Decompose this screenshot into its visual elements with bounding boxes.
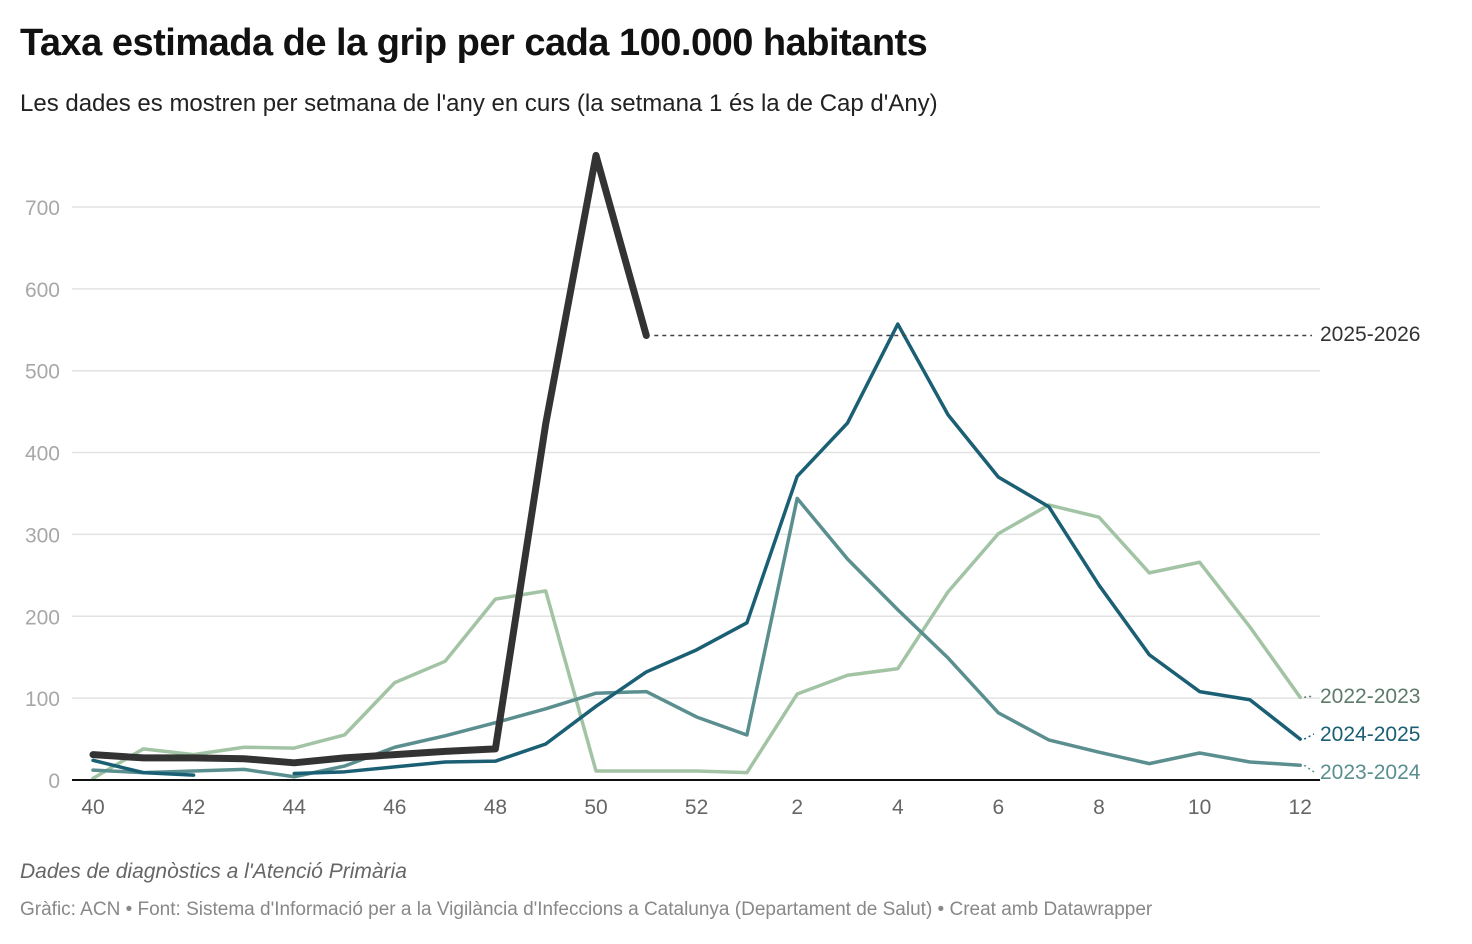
y-tick-label: 100: [25, 688, 60, 711]
x-tick-label: 46: [383, 796, 406, 819]
series-label: 2023-2024: [1320, 761, 1421, 784]
chart-source: Gràfic: ACN • Font: Sistema d'Informació…: [20, 899, 1153, 920]
y-axis-ticks: 0 100 200 300 400 500 600 700: [25, 197, 60, 793]
series-line: [91, 503, 1302, 781]
chart-subtitle: Les dades es mostren per setmana de l'an…: [20, 90, 938, 117]
x-tick-label: 50: [584, 796, 607, 819]
y-tick-label: 700: [25, 197, 60, 220]
label-leader-line: [1304, 695, 1315, 699]
series-label: 2024-2025: [1320, 723, 1420, 746]
series-lines: [89, 151, 1302, 781]
chart-notes: Dades de diagnòstics a l'Atenció Primàri…: [20, 860, 407, 883]
x-tick-label: 2: [791, 796, 803, 819]
x-tick-label: 10: [1188, 796, 1211, 819]
series-2024-2025: [91, 322, 1302, 777]
x-tick-label: 40: [81, 796, 104, 819]
series-label: 2025-2026: [1320, 323, 1420, 346]
x-tick-label: 44: [283, 796, 307, 819]
x-tick-label: 12: [1289, 796, 1312, 819]
y-tick-label: 300: [25, 524, 60, 547]
series-labels: 2022-2023 2023-2024 2024-2025 2025-2026: [654, 323, 1421, 784]
label-leader-line: [1303, 764, 1315, 773]
y-tick-label: 400: [25, 443, 60, 466]
x-tick-label: 4: [892, 796, 904, 819]
chart-title: Taxa estimada de la grip per cada 100.00…: [20, 22, 928, 64]
x-tick-label: 52: [685, 796, 708, 819]
x-tick-label: 48: [484, 796, 507, 819]
x-tick-label: 42: [182, 796, 205, 819]
y-tick-label: 600: [25, 279, 60, 302]
series-2023-2024: [91, 496, 1302, 779]
x-tick-label: 8: [1093, 796, 1105, 819]
y-tick-label: 200: [25, 606, 60, 629]
series-2025-2026: [89, 151, 650, 767]
label-leader-line: [1303, 733, 1315, 740]
series-line: [292, 322, 1302, 776]
x-axis-ticks: 40 42 44 46 48 50 52 2 4 6 8 10 12: [81, 796, 1312, 819]
y-tick-label: 500: [25, 361, 60, 384]
series-line: [89, 151, 650, 767]
y-tick-label: 0: [48, 770, 60, 793]
x-tick-label: 6: [993, 796, 1005, 819]
series-label: 2022-2023: [1320, 685, 1420, 708]
gridlines: [72, 206, 1320, 699]
series-2022-2023: [91, 503, 1302, 781]
